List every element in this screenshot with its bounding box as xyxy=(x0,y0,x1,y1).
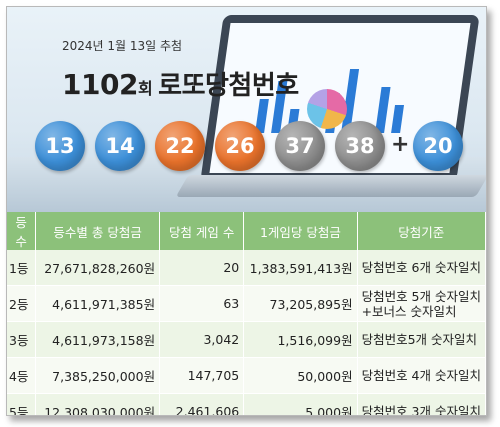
round-number: 1102 xyxy=(62,68,138,101)
table-header-row: 등수 등수별 총 당첨금 당첨 게임 수 1게임당 당첨금 당첨기준 xyxy=(7,212,486,250)
plus-sign: + xyxy=(391,132,410,157)
number-ball: 22 xyxy=(155,121,205,171)
cell-rank: 2등 xyxy=(7,285,37,322)
criteria-line: 당첨번호 5개 숫자일치 xyxy=(361,288,481,304)
laptop-base xyxy=(175,175,486,197)
header-criteria: 당첨기준 xyxy=(357,212,486,250)
table-row: 3등 4,611,973,158원 3,042 1,516,099원 당첨번호5… xyxy=(7,321,486,358)
number-ball: 26 xyxy=(215,121,265,171)
round-unit: 회 xyxy=(137,79,153,98)
criteria-line: +보너스 숫자일치 xyxy=(361,303,457,319)
header-prize-per-game: 1게임당 당첨금 xyxy=(243,212,358,250)
cell-rank: 1등 xyxy=(7,250,37,286)
number-ball: 13 xyxy=(35,121,85,171)
cell-total: 4,611,973,158원 xyxy=(35,321,161,358)
lotto-card: 2024년 1월 13일 추첨 1102회 로또당첨번호 13 14 22 26 … xyxy=(6,6,487,416)
cell-games: 3,042 xyxy=(159,321,245,358)
cell-games: 2,461,606 xyxy=(159,393,245,415)
cell-total: 27,671,828,260원 xyxy=(35,250,161,286)
cell-rank: 3등 xyxy=(7,321,37,358)
prize-table: 등수 등수별 총 당첨금 당첨 게임 수 1게임당 당첨금 당첨기준 1등 27… xyxy=(7,212,486,416)
table-row: 5등 12,308,030,000원 2,461,606 5,000원 당첨번호… xyxy=(7,393,486,416)
cell-per-game: 5,000원 xyxy=(243,393,358,415)
cell-criteria: 당첨번호 5개 숫자일치 +보너스 숫자일치 xyxy=(357,285,486,322)
table-row: 4등 7,385,250,000원 147,705 50,000원 당첨번호 4… xyxy=(7,357,486,394)
cell-rank: 5등 xyxy=(7,393,37,415)
hero-banner: 2024년 1월 13일 추첨 1102회 로또당첨번호 13 14 22 26 … xyxy=(7,7,486,212)
number-ball: 38 xyxy=(335,121,385,171)
cell-games: 147,705 xyxy=(159,357,245,394)
cell-games: 63 xyxy=(159,285,245,322)
cell-games: 20 xyxy=(159,250,245,286)
title-text: 로또당첨번호 xyxy=(158,71,299,101)
number-ball: 37 xyxy=(275,121,325,171)
cell-per-game: 1,383,591,413원 xyxy=(243,250,358,286)
cell-per-game: 73,205,895원 xyxy=(243,285,358,322)
table-row: 2등 4,611,971,385원 63 73,205,895원 당첨번호 5개… xyxy=(7,285,486,322)
criteria-line: 당첨번호 4개 숫자일치 xyxy=(361,368,481,383)
page-title: 1102회 로또당첨번호 xyxy=(62,65,299,102)
table-row: 1등 27,671,828,260원 20 1,383,591,413원 당첨번… xyxy=(7,250,486,286)
cell-total: 7,385,250,000원 xyxy=(35,357,161,394)
cell-criteria: 당첨번호5개 숫자일치 xyxy=(357,321,486,358)
header-total-prize: 등수별 총 당첨금 xyxy=(35,212,161,250)
cell-rank: 4등 xyxy=(7,357,37,394)
criteria-line: 당첨번호5개 숫자일치 xyxy=(361,332,478,347)
criteria-line: 당첨번호 3개 숫자일치 xyxy=(361,404,481,416)
cell-total: 12,308,030,000원 xyxy=(35,393,161,415)
cell-per-game: 50,000원 xyxy=(243,357,358,394)
pie-chart-icon xyxy=(307,89,347,129)
cell-per-game: 1,516,099원 xyxy=(243,321,358,358)
cell-criteria: 당첨번호 6개 숫자일치 xyxy=(357,250,486,286)
criteria-line: 당첨번호 6개 숫자일치 xyxy=(361,260,481,275)
header-rank: 등수 xyxy=(7,212,37,250)
draw-date: 2024년 1월 13일 추첨 xyxy=(62,39,183,53)
header-winner-count: 당첨 게임 수 xyxy=(159,212,245,250)
cell-criteria: 당첨번호 4개 숫자일치 xyxy=(357,357,486,394)
cell-criteria: 당첨번호 3개 숫자일치 xyxy=(357,393,486,416)
number-ball: 14 xyxy=(95,121,145,171)
cell-total: 4,611,971,385원 xyxy=(35,285,161,322)
bonus-ball: 20 xyxy=(413,121,463,171)
